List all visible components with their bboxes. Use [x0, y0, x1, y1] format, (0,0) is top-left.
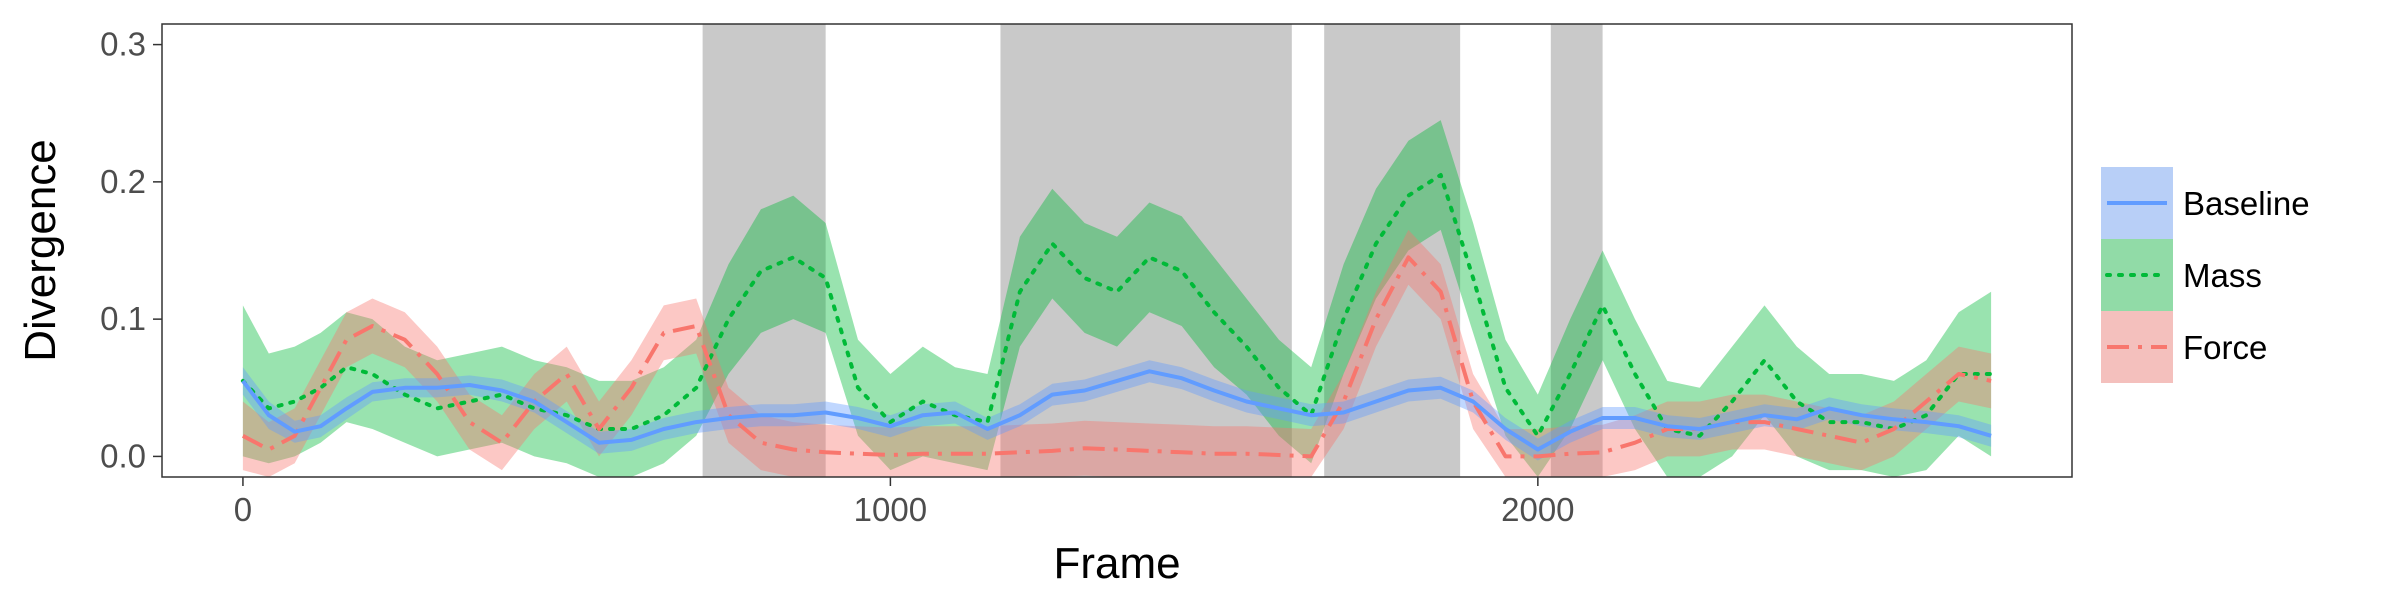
- series-lines: [240, 173, 1994, 459]
- x-tick-label: 2000: [1501, 491, 1574, 528]
- y-axis-title: Divergence: [16, 139, 65, 362]
- legend-label: Force: [2183, 329, 2267, 366]
- ribbon-baseline: [242, 360, 1992, 461]
- legend-key-background: [2101, 239, 2173, 311]
- legend-label: Baseline: [2183, 185, 2310, 222]
- legend-item-mass: Mass: [2101, 239, 2262, 311]
- line-baseline: [241, 369, 1992, 452]
- x-axis-title: Frame: [1053, 539, 1180, 588]
- plot-panel-border: [161, 23, 2073, 478]
- shaded-region-3: [1324, 24, 1461, 477]
- x-axis: 0 1000 2000: [234, 477, 1575, 528]
- legend-key-fill: [2101, 239, 2173, 311]
- legend-item-baseline: Baseline: [2101, 167, 2310, 239]
- y-axis: 0.0 0.1 0.2 0.3: [100, 26, 162, 474]
- y-tick-label: 0.1: [100, 300, 146, 337]
- legend-label: Mass: [2183, 257, 2262, 294]
- shaded-region-4: [1550, 24, 1603, 477]
- shaded-regions: [702, 24, 1603, 477]
- legend-item-force: Force: [2101, 311, 2267, 383]
- x-tick-label: 0: [234, 491, 252, 528]
- ribbon-force: [242, 229, 1992, 477]
- legend: Baseline Mass Force: [2101, 167, 2310, 383]
- y-tick-label: 0.3: [100, 26, 146, 63]
- ribbon-mass: [242, 120, 1992, 477]
- y-tick-label: 0.0: [100, 437, 146, 474]
- line-mass: [240, 173, 1994, 438]
- confidence-ribbons: [242, 120, 1992, 477]
- y-tick-label: 0.2: [100, 163, 146, 200]
- x-tick-label: 1000: [854, 491, 927, 528]
